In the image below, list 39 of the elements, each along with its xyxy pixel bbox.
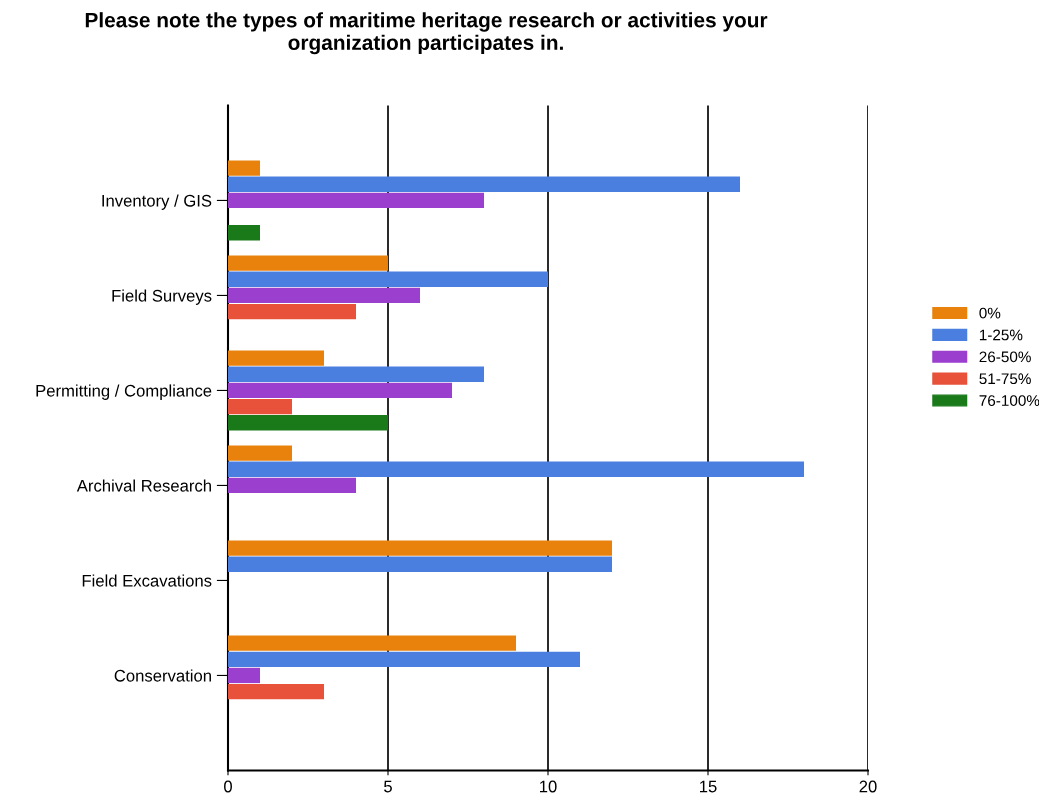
bar [228, 255, 388, 271]
bar [228, 366, 484, 382]
x-tick-label: 20 [859, 780, 877, 793]
bar [228, 382, 452, 399]
bar [228, 160, 260, 176]
y-tick-label: Archival Research [76, 479, 211, 492]
bar [228, 683, 324, 700]
bar [228, 225, 260, 241]
bar [228, 477, 356, 494]
legend-label: 1-25% [979, 329, 1023, 341]
chart-title: Please note the types of maritime heritage research or activities your organization participates in. [85, 12, 768, 55]
legend-label: 26-50% [979, 351, 1031, 363]
bar [228, 461, 804, 477]
bar [228, 651, 580, 667]
x-tick-label: 5 [384, 780, 392, 793]
bar [228, 415, 388, 431]
y-tick-label: Inventory / GIS [102, 194, 212, 210]
bar [228, 192, 484, 209]
bar [228, 350, 324, 366]
bar [228, 635, 516, 651]
legend-label: 0% [979, 307, 1001, 319]
y-tick-label: Permitting / Compliance [36, 384, 212, 400]
x-tick-label: 15 [700, 780, 717, 793]
x-tick-label: 10 [540, 780, 557, 793]
bar [228, 176, 740, 192]
x-tick-label: 0 [224, 780, 232, 793]
y-tick-label: Field Excavations [82, 574, 212, 587]
bar [228, 667, 260, 684]
legend-label: 51-75% [979, 373, 1031, 385]
bar [228, 303, 356, 320]
y-tick-label: Conservation [114, 669, 211, 682]
bar [228, 271, 548, 287]
y-tick-label: Field Surveys [112, 289, 212, 305]
bar [228, 556, 612, 572]
bar [228, 287, 420, 304]
bar [228, 540, 612, 556]
bar [228, 398, 292, 415]
bar [228, 445, 292, 461]
legend-label: 76-100% [979, 395, 1039, 406]
